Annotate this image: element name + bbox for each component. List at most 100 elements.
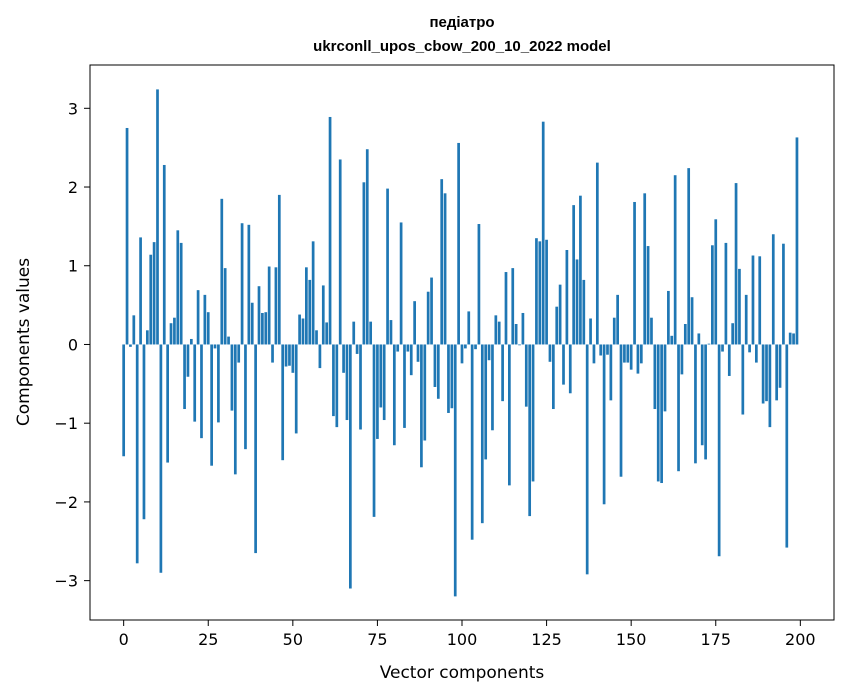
bar-6 (142, 344, 146, 520)
bar-147 (619, 344, 623, 477)
bar-163 (673, 175, 677, 345)
bar-105 (477, 224, 481, 345)
bar-122 (535, 238, 538, 345)
y-tick-label-1: 1 (68, 257, 78, 276)
bar-74 (372, 344, 376, 517)
y-tick-label-3: 3 (68, 99, 78, 118)
bar-184 (744, 294, 748, 345)
bar-37 (247, 224, 251, 345)
bar-2 (129, 344, 132, 347)
bar-71 (362, 182, 366, 345)
bar-177 (721, 344, 724, 352)
bar-171 (700, 344, 704, 446)
y-axis-label: Components values (14, 258, 34, 426)
bar-23 (200, 344, 203, 439)
bar-20 (189, 338, 193, 345)
bar-26 (210, 344, 213, 466)
y-tick-label--3: −3 (54, 572, 78, 591)
bar-126 (548, 344, 552, 362)
bar-45 (274, 267, 278, 345)
bar-89 (423, 344, 427, 441)
bar-166 (683, 324, 687, 345)
x-tick-label-200: 200 (785, 630, 816, 649)
bar-27 (213, 344, 217, 349)
bar-90 (426, 291, 430, 345)
bar-99 (457, 142, 460, 345)
bar-14 (169, 323, 173, 345)
bar-139 (592, 344, 596, 364)
bar-185 (748, 344, 751, 353)
bar-75 (376, 344, 379, 439)
bar-120 (528, 344, 532, 517)
bar-182 (738, 268, 741, 345)
bar-55 (308, 279, 312, 345)
bar-137 (585, 344, 589, 575)
bar-118 (521, 312, 525, 345)
bar-87 (416, 344, 420, 362)
bar-3 (132, 315, 136, 345)
bar-29 (220, 198, 224, 345)
bar-65 (342, 344, 345, 373)
x-tick-label-125: 125 (531, 630, 562, 649)
bar-12 (162, 164, 166, 345)
bar-151 (633, 201, 636, 345)
bar-178 (724, 242, 728, 345)
bar-84 (406, 344, 410, 352)
bar-52 (298, 314, 301, 345)
bar-123 (538, 241, 542, 345)
x-tick-label-100: 100 (447, 630, 478, 649)
bar-159 (660, 344, 663, 484)
bar-97 (450, 344, 454, 409)
bar-180 (731, 323, 735, 345)
bar-119 (524, 344, 528, 407)
bar-7 (145, 330, 149, 345)
bar-195 (782, 243, 785, 345)
bar-183 (741, 344, 745, 415)
bar-13 (166, 344, 169, 463)
bar-41 (261, 312, 264, 345)
bar-106 (480, 344, 484, 524)
bar-24 (203, 294, 207, 345)
bar-21 (193, 344, 197, 422)
bar-113 (504, 272, 508, 345)
bar-188 (758, 256, 762, 345)
bar-194 (778, 344, 782, 388)
bar-121 (531, 344, 535, 482)
bar-88 (420, 344, 423, 468)
bar-95 (443, 193, 447, 345)
bar-94 (440, 179, 444, 345)
bar-16 (176, 230, 180, 345)
bar-167 (687, 168, 691, 345)
bar-155 (646, 246, 650, 345)
bar-92 (433, 344, 437, 387)
bar-191 (768, 344, 772, 428)
bar-76 (379, 344, 383, 408)
bar-15 (173, 317, 176, 345)
bar-111 (497, 321, 501, 345)
bar-69 (355, 344, 359, 354)
bar-190 (765, 344, 768, 402)
y-axis-ticks: −3 −2 −1 0 1 2 3 (54, 99, 90, 591)
x-axis-label: Vector components (380, 663, 545, 683)
bar-36 (244, 344, 247, 450)
bar-77 (382, 344, 386, 421)
bar-101 (464, 344, 467, 349)
bar-30 (223, 268, 227, 345)
bar-72 (365, 149, 369, 345)
bar-62 (332, 344, 335, 417)
bar-193 (775, 344, 779, 401)
bar-0 (122, 344, 126, 457)
bar-38 (250, 302, 254, 345)
bar-168 (690, 297, 694, 345)
bar-110 (494, 315, 498, 345)
bar-162 (670, 335, 674, 345)
x-tick-label-25: 25 (198, 630, 218, 649)
bar-174 (711, 245, 714, 345)
bar-56 (311, 241, 315, 345)
bar-78 (386, 188, 389, 345)
bar-17 (179, 242, 183, 345)
bar-31 (227, 336, 230, 345)
bar-143 (606, 344, 609, 355)
bar-40 (257, 286, 261, 345)
